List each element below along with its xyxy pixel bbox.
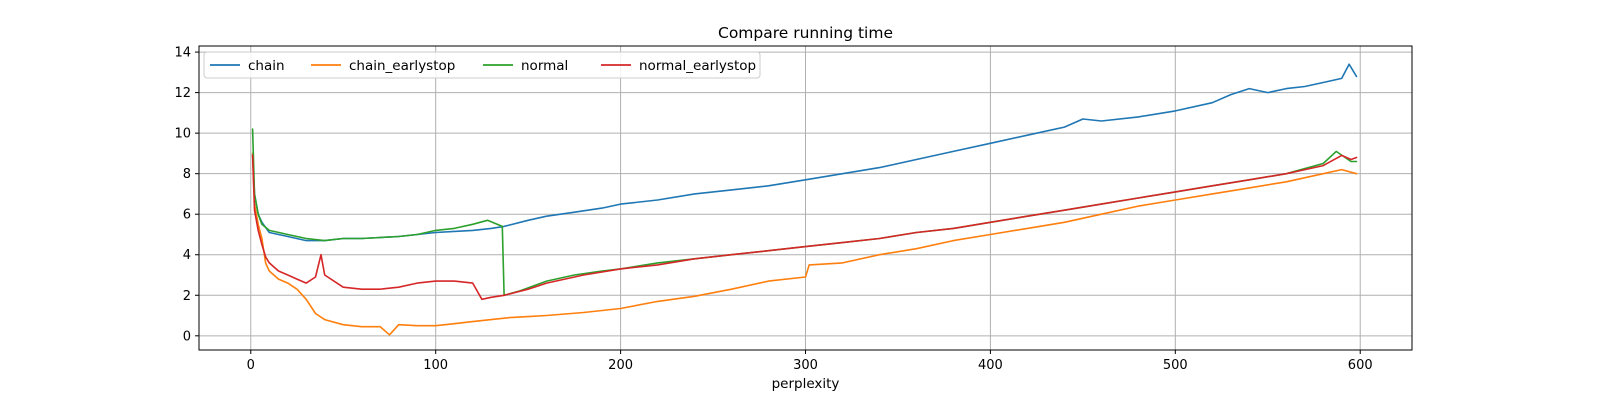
y-tick-label: 8 bbox=[183, 167, 191, 182]
legend: chain chain_earlystop normal normal_earlyst… bbox=[203, 51, 761, 79]
legend-label: chain bbox=[248, 58, 285, 74]
legend-label: chain_earlystop bbox=[349, 58, 455, 74]
series-line-chain-earlystop bbox=[251, 152, 1358, 336]
legend-label: normal bbox=[521, 58, 568, 74]
y-tick-label: 0 bbox=[183, 329, 191, 344]
x-axis-label: perplexity bbox=[772, 376, 840, 392]
series-line-normal-earlystop bbox=[251, 154, 1358, 301]
axis-ticks: 0 100 200 300 400 500 600 0 2 4 6 8 10 12 14 bbox=[174, 46, 1372, 373]
x-tick-label: 500 bbox=[1163, 358, 1188, 373]
chart-title: Compare running time bbox=[718, 24, 893, 42]
x-tick-label: 200 bbox=[608, 358, 633, 373]
y-tick-label: 10 bbox=[174, 127, 191, 142]
y-tick-label: 14 bbox=[174, 46, 191, 61]
x-tick-label: 100 bbox=[423, 358, 448, 373]
x-tick-label: 400 bbox=[978, 358, 1003, 373]
x-tick-label: 600 bbox=[1348, 358, 1373, 373]
y-tick-label: 2 bbox=[183, 289, 191, 304]
y-tick-label: 4 bbox=[183, 248, 191, 263]
y-tick-label: 6 bbox=[183, 208, 191, 223]
y-tick-label: 12 bbox=[174, 86, 191, 101]
series-layer bbox=[251, 63, 1358, 336]
legend-label: normal_earlystop bbox=[639, 58, 756, 74]
x-tick-label: 0 bbox=[247, 358, 255, 373]
grid-lines bbox=[199, 46, 1412, 350]
legend-box bbox=[203, 51, 761, 79]
x-tick-label: 300 bbox=[793, 358, 818, 373]
